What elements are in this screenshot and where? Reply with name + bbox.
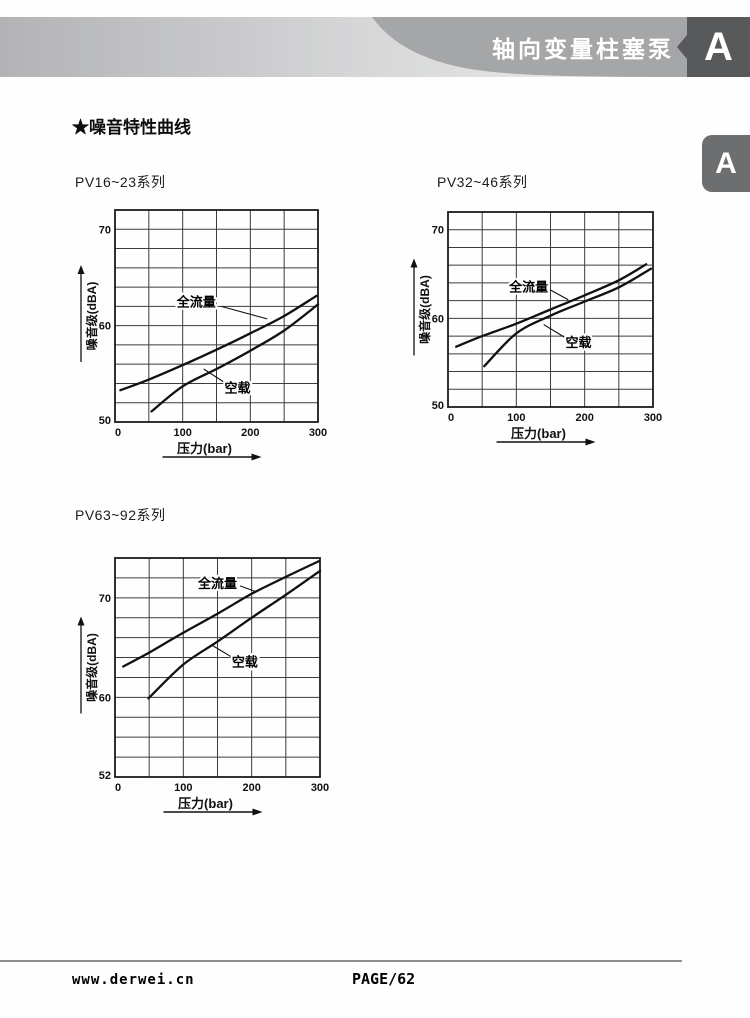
- leader-no-load: [543, 324, 566, 339]
- curve-no-load: [150, 303, 320, 413]
- x-axis-label: 压力(bar): [162, 441, 262, 461]
- svg-text:噪音级(dBA): 噪音级(dBA): [84, 282, 99, 351]
- x-axis-label: 压力(bar): [163, 796, 263, 816]
- footer-website: www.derwei.cn: [72, 972, 195, 988]
- x-axis-label: 压力(bar): [496, 426, 596, 446]
- curve-label-no-load: 空载: [232, 655, 258, 670]
- chart-title: PV63~92系列: [75, 507, 166, 523]
- curve-no-load: [147, 569, 322, 700]
- svg-text:60: 60: [99, 692, 111, 704]
- curve-label-full-flow: 全流量: [508, 279, 548, 294]
- chart-pv32-46: PV32~46系列 0 100 200 300 50 60 70 压力(bar) 噪音级(dBA…: [410, 170, 715, 456]
- footer-divider: [0, 960, 682, 962]
- svg-text:0: 0: [448, 412, 454, 424]
- svg-text:300: 300: [309, 427, 327, 439]
- x-tick-labels: 0 100 200 300: [448, 412, 662, 424]
- leader-full-flow: [221, 305, 268, 320]
- svg-text:70: 70: [99, 593, 111, 605]
- curve-no-load: [483, 267, 653, 368]
- svg-text:300: 300: [311, 782, 329, 794]
- header-section-letter: A: [704, 24, 733, 69]
- x-tick-labels: 0 100 200 300: [115, 782, 329, 794]
- svg-text:压力(bar): 压力(bar): [178, 796, 233, 811]
- side-tab-letter: A: [715, 146, 737, 180]
- y-axis-arrow-icon: [77, 616, 85, 626]
- svg-text:100: 100: [507, 412, 525, 424]
- y-tick-labels: 52 60 70: [99, 593, 111, 782]
- svg-text:100: 100: [173, 427, 191, 439]
- svg-text:100: 100: [174, 782, 192, 794]
- svg-text:0: 0: [115, 782, 121, 794]
- chart-pv63-92: PV63~92系列 0 100 200 300 52 60 70 压力(bar) 噪音级(dBA…: [60, 503, 355, 823]
- y-axis-label: 噪音级(dBA): [410, 258, 432, 356]
- x-axis-arrow-icon: [585, 438, 596, 446]
- y-tick-labels: 50 60 70: [432, 225, 444, 412]
- x-tick-labels: 0 100 200 300: [115, 427, 327, 439]
- chart-pv16-23: PV16~23系列 0 100 200 300 50 60 70 压力(bar) 噪音级(dBA…: [60, 170, 352, 476]
- y-axis-arrow-icon: [410, 258, 418, 268]
- svg-text:60: 60: [99, 321, 111, 333]
- svg-text:60: 60: [432, 313, 444, 325]
- svg-text:70: 70: [99, 224, 111, 236]
- badge-notch-icon: [677, 35, 687, 59]
- footer-page-number: PAGE/62: [352, 970, 416, 988]
- svg-text:50: 50: [99, 415, 111, 427]
- svg-text:200: 200: [241, 427, 259, 439]
- svg-text:200: 200: [575, 412, 593, 424]
- y-axis-arrow-icon: [77, 265, 85, 274]
- plot-frame: [114, 209, 319, 423]
- svg-text:50: 50: [432, 400, 444, 412]
- curve-label-no-load: 空载: [224, 380, 250, 395]
- curve-full-flow: [119, 294, 318, 392]
- chart-title: PV32~46系列: [437, 174, 528, 190]
- svg-text:70: 70: [432, 225, 444, 237]
- grid: [114, 209, 319, 423]
- banner-swoosh: [372, 17, 687, 77]
- svg-text:52: 52: [99, 770, 111, 782]
- banner-title: 轴向变量柱塞泵: [492, 36, 674, 62]
- plot-frame: [114, 557, 321, 778]
- header-banner: 轴向变量柱塞泵: [0, 17, 687, 77]
- curve-label-full-flow: 全流量: [197, 576, 237, 591]
- chart-title: PV16~23系列: [75, 174, 166, 190]
- leader-full-flow: [550, 289, 569, 301]
- header-section-badge: A: [677, 17, 750, 77]
- svg-text:0: 0: [115, 427, 121, 439]
- plot-frame: [447, 211, 654, 408]
- leader-no-load: [203, 368, 225, 383]
- curve-full-flow: [122, 559, 321, 668]
- svg-text:200: 200: [242, 782, 260, 794]
- curve-full-flow: [455, 263, 648, 348]
- section-title: ★噪音特性曲线: [72, 118, 191, 137]
- svg-text:300: 300: [644, 412, 662, 424]
- curve-label-no-load: 空载: [566, 335, 592, 350]
- svg-text:噪音级(dBA): 噪音级(dBA): [84, 633, 99, 702]
- side-tab-a: A: [702, 135, 750, 192]
- svg-text:压力(bar): 压力(bar): [177, 441, 232, 456]
- y-tick-labels: 50 60 70: [99, 224, 111, 427]
- leader-full-flow: [239, 585, 257, 593]
- curve-label-full-flow: 全流量: [176, 295, 216, 310]
- x-axis-arrow-icon: [251, 453, 262, 461]
- y-axis-label: 噪音级(dBA): [77, 616, 99, 714]
- leader-no-load: [212, 645, 233, 659]
- y-axis-label: 噪音级(dBA): [77, 265, 99, 362]
- svg-text:噪音级(dBA): 噪音级(dBA): [417, 275, 432, 344]
- svg-text:压力(bar): 压力(bar): [511, 426, 566, 441]
- x-axis-arrow-icon: [252, 808, 263, 816]
